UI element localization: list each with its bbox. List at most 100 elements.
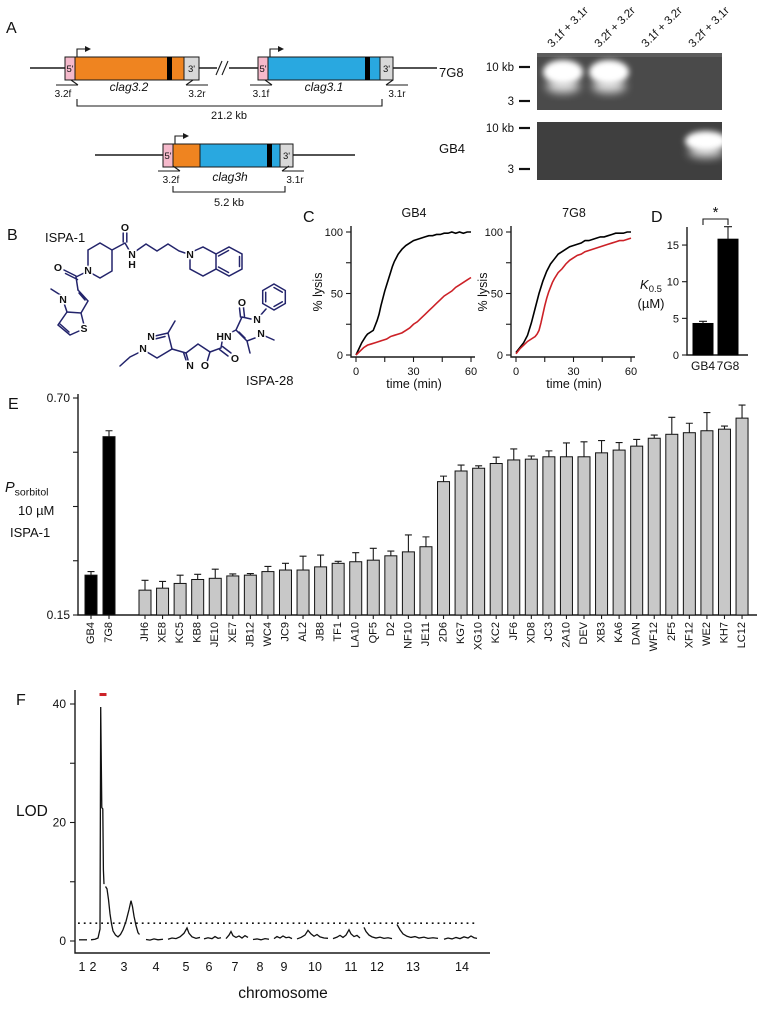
psorb-bar-DEV <box>577 456 591 616</box>
gel-strain-label: GB4 <box>439 141 465 156</box>
psorb-bar-JB8 <box>314 566 328 616</box>
fwd-primer-label: 3.2f <box>163 175 180 186</box>
psorb-bar-KA6 <box>612 449 626 616</box>
psorbitol-sub: sorbitol <box>15 487 49 499</box>
panel-e-ylabel: Psorbitol 10 µM ISPA-1 <box>5 480 54 540</box>
panel-e-label: E <box>8 396 19 413</box>
lysis-7g8-ytick-label: 100 <box>485 227 503 239</box>
psorb-errorbar <box>527 455 535 460</box>
gel-lane-label: 3.1f + 3.2r <box>640 5 685 50</box>
psorb-bar-QF5 <box>366 559 380 616</box>
lysis-gb4-xtick-label: 30 <box>407 366 419 378</box>
psorb-cat-label: 2F5 <box>666 622 678 641</box>
utr5-label: 5' <box>66 64 73 75</box>
chart-k05: 0 5 10 15 GB4 7G8 * K0.5(µM) <box>638 204 748 373</box>
lod-curve-chr11 <box>332 928 361 940</box>
ispa28-amide-carbonyl <box>209 341 232 357</box>
lysis-7g8-xlabel: time (min) <box>546 377 602 391</box>
gel-wells <box>537 53 722 57</box>
psorb-cat-label: WF12 <box>648 622 660 651</box>
psorb-errorbar <box>334 560 342 564</box>
psorb-ytick-label-bottom: 0.15 <box>47 608 71 622</box>
psorb-cat-label: WE2 <box>701 622 713 646</box>
psorb-bar-WE2 <box>700 430 714 616</box>
psorb-cat-label: KC2 <box>490 622 502 643</box>
psorb-errorbar <box>457 464 465 471</box>
atom-label-n: N <box>147 331 155 343</box>
lod-curve-chr12 <box>363 927 393 940</box>
atom-label-n: N <box>186 249 194 261</box>
psorb-bar-XE7 <box>226 575 240 616</box>
promoter-arrowhead <box>85 46 91 52</box>
gel-lane-label: 3.2f + 3.2r <box>593 5 638 50</box>
ispa28-isoxazoline-ring <box>182 343 211 363</box>
lod-ytick-label: 0 <box>59 934 66 948</box>
k05-ytick-label: 5 <box>673 313 679 325</box>
lod-axes <box>74 690 490 954</box>
fwd-primer-label: 3.1f <box>253 89 270 100</box>
lod-curve-chr10 <box>296 929 329 940</box>
lysis-7g8-curve-untreated <box>515 231 632 354</box>
lod-chrom-label: 12 <box>370 960 384 974</box>
lod-ylabel: LOD <box>16 803 48 820</box>
promoter-arrow-icon <box>269 48 278 57</box>
k05-bar-GB4 <box>692 322 714 356</box>
lod-chrom-label: 2 <box>90 960 97 974</box>
psorb-errorbar <box>440 475 448 482</box>
gel-lane-label: 3.1f + 3.1r <box>546 5 591 50</box>
lod-ytick-label: 40 <box>53 697 67 711</box>
span-bracket <box>172 186 286 193</box>
lod-curve-chr2 <box>90 706 105 941</box>
utr5-label: 5' <box>259 64 266 75</box>
psorb-errorbar <box>404 534 412 552</box>
k05-cat-label: GB4 <box>691 359 715 373</box>
ispa1-thiophene-ring <box>56 311 85 336</box>
psorb-bar-KG7 <box>454 470 468 616</box>
rev-primer-label: 3.1r <box>286 175 304 186</box>
psorb-bar-JC3 <box>542 456 556 616</box>
psorb-cat-label: KB8 <box>192 622 204 643</box>
k05-ytick-label: 10 <box>667 277 679 289</box>
psorb-errorbar <box>422 536 430 547</box>
psorb-cat-label: KC5 <box>174 622 186 643</box>
psorb-bar-JE11 <box>419 546 433 616</box>
psorb-bar-JB12 <box>243 574 257 616</box>
psorb-bar-LA10 <box>349 561 363 616</box>
lysis-gb4-axes <box>350 226 475 358</box>
lod-peak-marker <box>99 693 107 697</box>
lysis-gb4-curve-ISPA-1 <box>355 276 472 356</box>
promoter-arrowhead <box>278 46 284 52</box>
psorb-errorbar <box>387 550 395 556</box>
psorb-errorbar <box>229 573 237 576</box>
psorb-bar-KB8 <box>191 578 205 616</box>
atom-label-o: O <box>201 360 209 372</box>
psorb-cat-label: D2 <box>385 622 397 636</box>
psorb-errorbar <box>352 552 360 562</box>
utr3-box <box>379 56 394 81</box>
utr3-box <box>183 56 200 81</box>
psorb-errorbar <box>580 441 588 457</box>
lysis-gb4-xtick-label: 60 <box>465 366 477 378</box>
psorb-cat-label: JB12 <box>244 622 256 647</box>
clag3h-stripe <box>267 144 272 167</box>
psorb-cat-label: TF1 <box>332 622 344 642</box>
psorb-errorbar <box>159 580 167 589</box>
psorb-errorbar <box>510 448 518 460</box>
psorb-bar-TF1 <box>331 562 345 616</box>
psorb-errorbar <box>369 547 377 561</box>
psorb-cat-label: JB8 <box>315 622 327 641</box>
gel-7g8 <box>537 53 722 110</box>
lysis-7g8-ylabel: % lysis <box>476 273 490 312</box>
clag31-stripe <box>365 57 370 80</box>
compound-label-ispa28: ISPA-28 <box>246 373 293 388</box>
psorb-cat-label: GB4 <box>85 622 97 644</box>
compound-label-ispa1: ISPA-1 <box>45 230 85 245</box>
gel-marker-label: 3 <box>508 96 514 108</box>
psorb-bar-KC2 <box>489 462 503 616</box>
fwd-primer-arrow <box>158 165 181 172</box>
lod-chrom-label: 7 <box>232 960 239 974</box>
psorb-bar-JH6 <box>138 589 152 616</box>
lod-curve-chr9 <box>273 935 293 940</box>
utr3-box <box>279 143 294 168</box>
